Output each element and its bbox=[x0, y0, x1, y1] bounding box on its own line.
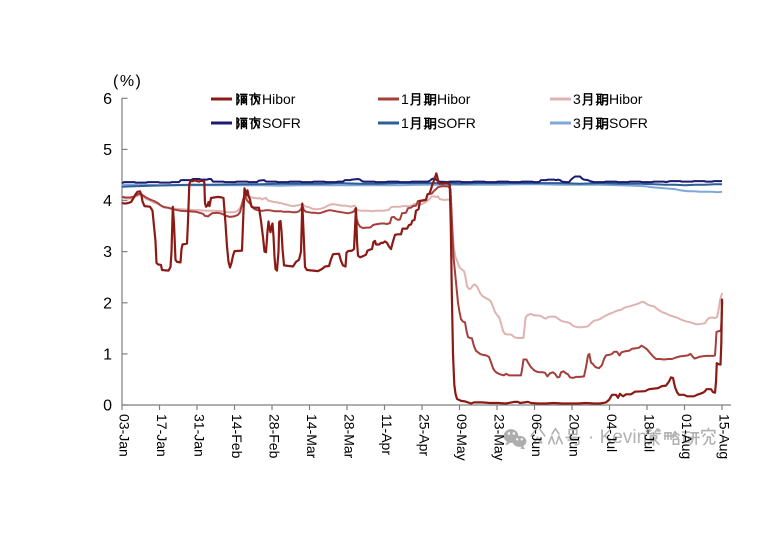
svg-text:1: 1 bbox=[401, 91, 409, 107]
svg-text:06-Jun: 06-Jun bbox=[529, 414, 545, 457]
svg-text:5: 5 bbox=[103, 142, 112, 159]
svg-text:14-Mar: 14-Mar bbox=[304, 414, 320, 459]
svg-text:25-Apr: 25-Apr bbox=[417, 414, 433, 456]
svg-text:28-Feb: 28-Feb bbox=[267, 414, 283, 459]
svg-text:17-Jan: 17-Jan bbox=[154, 414, 170, 457]
svg-text:01-Aug: 01-Aug bbox=[679, 414, 695, 459]
svg-text:14-Feb: 14-Feb bbox=[229, 414, 245, 459]
svg-text:20-Jun: 20-Jun bbox=[567, 414, 583, 457]
svg-text:3: 3 bbox=[573, 115, 581, 131]
svg-text:SOFR: SOFR bbox=[609, 115, 648, 131]
svg-text:Hibor: Hibor bbox=[609, 91, 643, 107]
svg-text:03-Jan: 03-Jan bbox=[117, 414, 133, 457]
svg-text:Hibor: Hibor bbox=[262, 91, 296, 107]
svg-text:1: 1 bbox=[103, 346, 112, 363]
svg-text:31-Jan: 31-Jan bbox=[192, 414, 208, 457]
svg-text:28-Mar: 28-Mar bbox=[342, 414, 358, 459]
svg-text:SOFR: SOFR bbox=[262, 115, 301, 131]
svg-text:18-Jul: 18-Jul bbox=[642, 414, 658, 452]
svg-text:09-May: 09-May bbox=[454, 414, 470, 461]
svg-text:3: 3 bbox=[103, 244, 112, 261]
svg-text:3: 3 bbox=[573, 91, 581, 107]
svg-text:23-May: 23-May bbox=[492, 414, 508, 461]
svg-text:6: 6 bbox=[103, 91, 112, 108]
svg-text:1: 1 bbox=[401, 115, 409, 131]
svg-text:15-Aug: 15-Aug bbox=[717, 414, 733, 459]
svg-text:4: 4 bbox=[103, 193, 112, 210]
svg-text:Hibor: Hibor bbox=[437, 91, 471, 107]
svg-text:04-Jul: 04-Jul bbox=[604, 414, 620, 452]
svg-text:SOFR: SOFR bbox=[437, 115, 476, 131]
svg-text:· Kevin: · Kevin bbox=[588, 427, 647, 448]
svg-text:11-Apr: 11-Apr bbox=[379, 414, 395, 455]
svg-text:2: 2 bbox=[103, 295, 112, 312]
svg-text:0: 0 bbox=[103, 398, 112, 415]
svg-text:(%): (%) bbox=[113, 73, 142, 90]
